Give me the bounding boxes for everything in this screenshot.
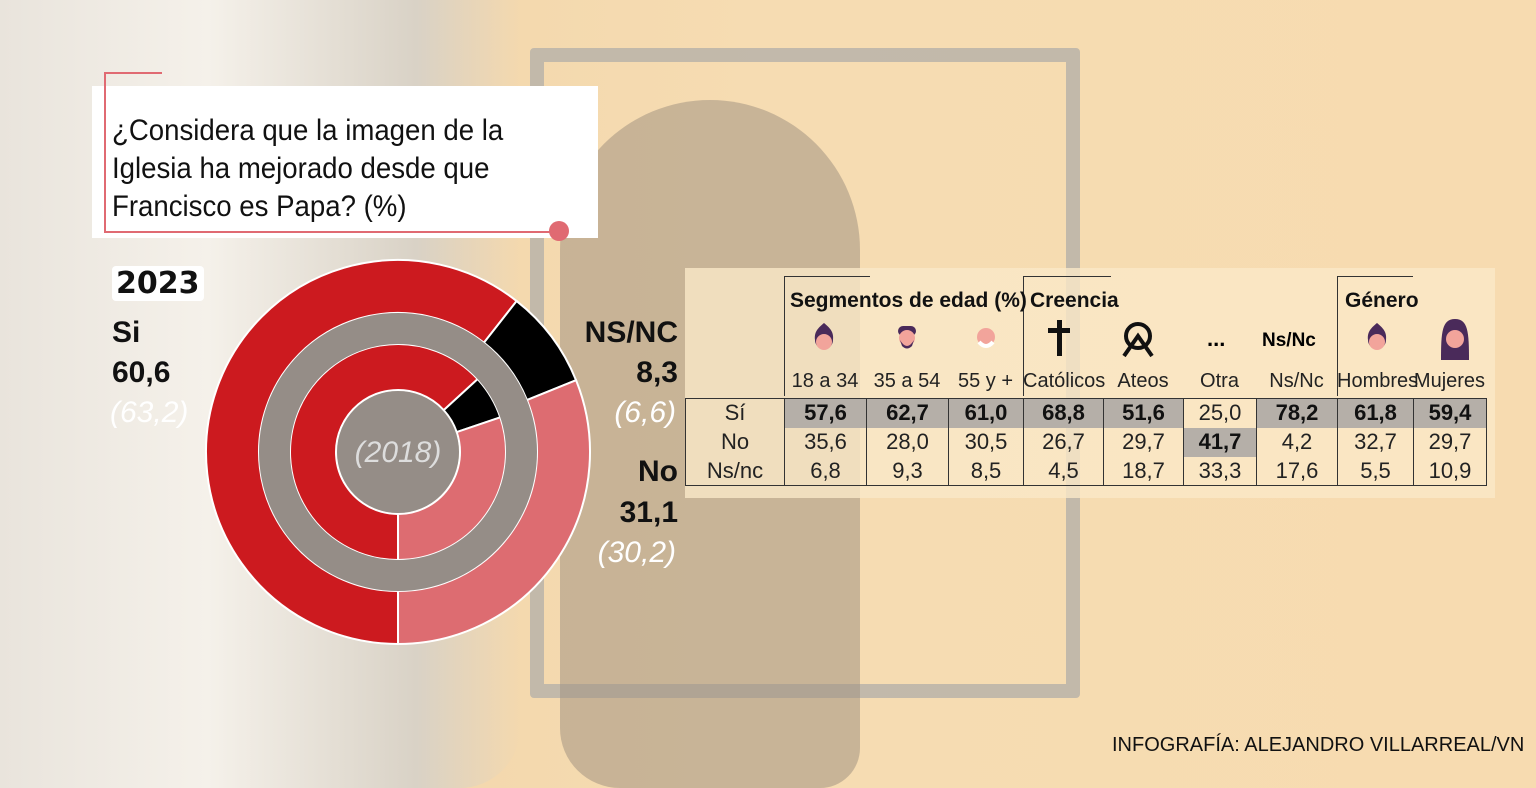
nsnc-icon: Ns/Nc — [1262, 330, 1316, 351]
table-cell: 78,2 — [1256, 398, 1338, 428]
atheism-symbol-icon — [1120, 320, 1156, 364]
table-row: No 35,6 28,0 30,5 26,7 29,7 41,7 4,2 32,7 29,7 — [686, 427, 1487, 457]
divider — [784, 276, 870, 277]
table-cell: 59,4 — [1413, 398, 1487, 428]
group-header-belief: Creencia — [1030, 289, 1119, 312]
table-cell: 4,2 — [1256, 427, 1338, 457]
inner-ring-year: (2018) — [355, 436, 442, 469]
table-cell: 28,0 — [866, 427, 949, 457]
table-cell: 33,3 — [1183, 456, 1257, 486]
value-no-2023: 31,1 — [619, 496, 678, 529]
label-no: No — [638, 455, 678, 488]
table-cell: 29,7 — [1413, 427, 1487, 457]
column-header: 55 y + — [957, 370, 1014, 392]
table-cell: 51,6 — [1103, 398, 1184, 428]
results-table: Sí 57,6 62,7 61,0 68,8 51,6 25,0 78,2 61,8 59,4 No… — [685, 398, 1487, 486]
row-label: Ns/nc — [706, 457, 764, 483]
table-cell: 57,6 — [784, 398, 867, 428]
value-no-2018: (30,2) — [597, 536, 676, 569]
table-cell: 61,8 — [1337, 398, 1414, 428]
divider — [1337, 276, 1338, 396]
column-header: Católicos — [1023, 370, 1106, 392]
table-cell: 41,7 — [1183, 427, 1257, 457]
title-accent — [104, 72, 162, 74]
title-accent — [104, 72, 106, 232]
cross-icon — [1046, 318, 1072, 364]
table-row: Sí 57,6 62,7 61,0 68,8 51,6 25,0 78,2 61,8 59,4 — [686, 398, 1487, 428]
table-cell: 61,0 — [948, 398, 1024, 428]
bearded-man-face-icon — [893, 322, 921, 358]
value-nsnc-2018: (6,6) — [614, 396, 676, 429]
ellipsis-icon: ... — [1207, 326, 1226, 351]
table-cell: 17,6 — [1256, 456, 1338, 486]
outer-ring-year: 2023 — [112, 266, 204, 301]
label-nsnc: NS/NC — [584, 316, 678, 349]
column-header: Ateos — [1117, 370, 1169, 392]
column-header: 35 a 54 — [873, 370, 941, 392]
table-cell: 5,5 — [1337, 456, 1414, 486]
table-cell: 29,7 — [1103, 427, 1184, 457]
divider — [784, 276, 785, 396]
woman-face-icon — [1438, 318, 1472, 368]
column-header: Otra — [1200, 370, 1239, 392]
label-si: Si — [112, 316, 141, 349]
divider — [1337, 276, 1413, 277]
title-accent — [104, 231, 556, 233]
table-cell: 10,9 — [1413, 456, 1487, 486]
table-cell: 26,7 — [1023, 427, 1104, 457]
value-si-2023: 60,6 — [112, 356, 171, 389]
column-header: Hombres — [1337, 370, 1419, 392]
divider — [1023, 276, 1024, 396]
table-cell: 62,7 — [866, 398, 949, 428]
credit: INFOGRAFÍA: ALEJANDRO VILLARREAL/VN — [1112, 734, 1525, 756]
group-header-gender: Género — [1345, 289, 1419, 312]
table-row: Ns/nc 6,8 9,3 8,5 4,5 18,7 33,3 17,6 5,5 10,9 — [686, 456, 1487, 486]
row-label: No — [720, 429, 750, 454]
table-cell: 4,5 — [1023, 456, 1104, 486]
man-face-icon — [1363, 322, 1391, 358]
value-si-2018: (63,2) — [110, 396, 189, 429]
table-cell: 30,5 — [948, 427, 1024, 457]
divider — [1023, 276, 1111, 277]
elderly-man-face-icon — [972, 322, 1000, 358]
table-cell: 68,8 — [1023, 398, 1104, 428]
donut-chart: (2018) — [205, 259, 591, 646]
table-cell: 6,8 — [784, 456, 867, 486]
title-box — [92, 86, 598, 238]
column-header: Mujeres — [1413, 370, 1486, 392]
row-label: Sí — [724, 400, 746, 426]
slice-2018-si — [289, 343, 480, 562]
title-dot — [549, 221, 569, 241]
table-cell: 35,6 — [784, 427, 867, 457]
table-cell: 25,0 — [1183, 398, 1257, 428]
table-cell: 18,7 — [1103, 456, 1184, 486]
center-disk — [337, 391, 459, 513]
young-man-face-icon — [810, 322, 838, 358]
table-cell: 32,7 — [1337, 427, 1414, 457]
column-header: Ns/Nc — [1269, 370, 1324, 392]
column-header: 18 a 34 — [791, 370, 859, 392]
value-nsnc-2023: 8,3 — [636, 356, 678, 389]
chart-title: ¿Considera que la imagen de la Iglesia h… — [112, 114, 504, 223]
table-cell: 8,5 — [948, 456, 1024, 486]
table-cell: 9,3 — [866, 456, 949, 486]
group-header-age: Segmentos de edad (%) — [790, 289, 1027, 312]
